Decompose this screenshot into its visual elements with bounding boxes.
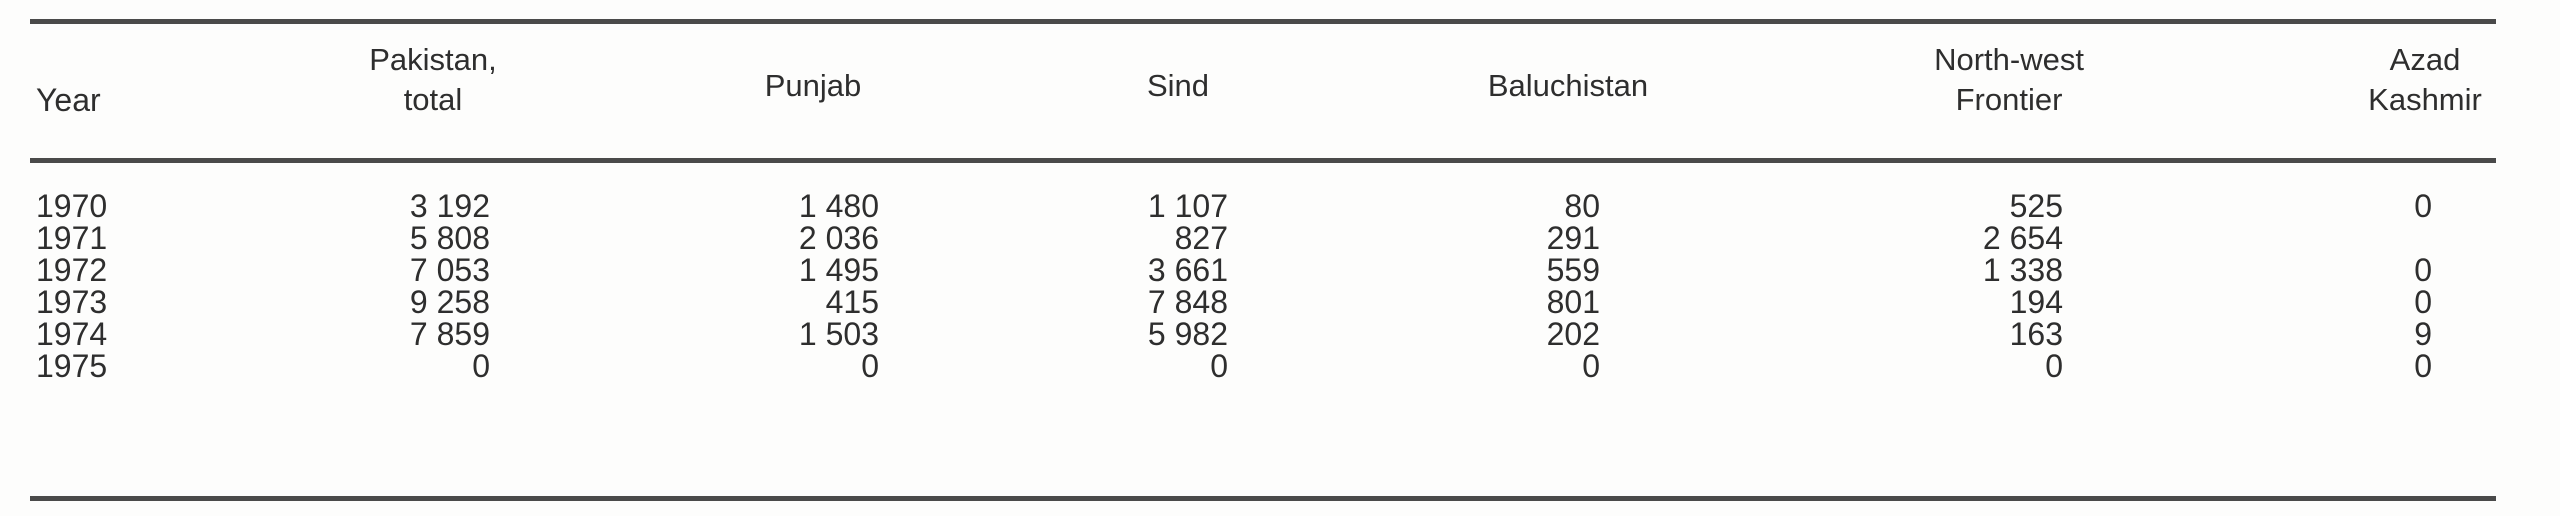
table-cell: 1 107 <box>1147 188 1228 224</box>
bottom-rule <box>30 496 2496 501</box>
column-header-sind: Sind <box>1147 66 1209 106</box>
header-line: Punjab <box>764 68 862 103</box>
table-cell: 1 338 <box>1982 252 2063 288</box>
column-header-punjab: Punjab <box>765 66 862 106</box>
table-cell: 0 <box>2414 188 2432 224</box>
row-year: 1974 <box>36 316 108 352</box>
row-year: 1971 <box>36 220 108 256</box>
table-cell: 5 982 <box>1147 316 1228 352</box>
header-line: Azad <box>2389 42 2461 77</box>
table-cell: 0 <box>861 348 879 384</box>
table-cell: 801 <box>1546 284 1600 320</box>
table-cell: 0 <box>472 348 490 384</box>
table-cell: 0 <box>2045 348 2063 384</box>
table-cell: 827 <box>1174 220 1228 256</box>
table-cell: 194 <box>2009 284 2063 320</box>
table-cell: 0 <box>2414 252 2432 288</box>
row-year: 1970 <box>36 188 108 224</box>
table-cell: 9 258 <box>409 284 490 320</box>
table-cell: 415 <box>825 284 879 320</box>
table-cell: 559 <box>1546 252 1600 288</box>
table-cell: 1 480 <box>798 188 879 224</box>
table-cell: 525 <box>2009 188 2063 224</box>
row-year: 1975 <box>36 348 108 384</box>
table-cell: 2 036 <box>798 220 879 256</box>
table-cell: 3 192 <box>409 188 490 224</box>
header-line: Sind <box>1146 68 1210 103</box>
table-cell: 0 <box>2414 284 2432 320</box>
column-header-azad-kashmir: Azad Kashmir <box>2368 40 2482 120</box>
column-header-north-west-frontier: North-west Frontier <box>1934 40 2084 120</box>
header-line: Baluchistan <box>1487 68 1649 103</box>
header-line: Frontier <box>1955 82 2063 117</box>
table-cell: 5 808 <box>409 220 490 256</box>
table-cell: 291 <box>1546 220 1600 256</box>
table-cell: 7 859 <box>409 316 490 352</box>
column-header-baluchistan: Baluchistan <box>1488 66 1648 106</box>
table-cell: 7 848 <box>1147 284 1228 320</box>
header-line: Pakistan, <box>369 42 497 77</box>
table-cell: 1 495 <box>798 252 879 288</box>
column-header-pakistan-total: Pakistan, total <box>369 40 497 120</box>
row-year: 1973 <box>36 284 108 320</box>
table-cell: 202 <box>1546 316 1600 352</box>
header-line: total <box>403 82 463 117</box>
table-cell: 0 <box>1582 348 1600 384</box>
header-line: North-west <box>1934 42 2084 77</box>
row-year: 1972 <box>36 252 108 288</box>
table-cell: 80 <box>1564 188 1600 224</box>
table-cell: 2 654 <box>1982 220 2063 256</box>
table-cell: 163 <box>2009 316 2063 352</box>
table-cell: 0 <box>1210 348 1228 384</box>
header-line: Year <box>36 82 101 118</box>
header-line: Kashmir <box>2368 82 2482 117</box>
header-rule <box>30 158 2496 163</box>
table-cell: 9 <box>2414 316 2432 352</box>
table-cell: 3 661 <box>1147 252 1228 288</box>
table-cell: 0 <box>2414 348 2432 384</box>
column-header-year: Year <box>36 84 101 116</box>
table-cell: 1 503 <box>798 316 879 352</box>
table-cell: 7 053 <box>409 252 490 288</box>
top-rule <box>30 19 2496 24</box>
